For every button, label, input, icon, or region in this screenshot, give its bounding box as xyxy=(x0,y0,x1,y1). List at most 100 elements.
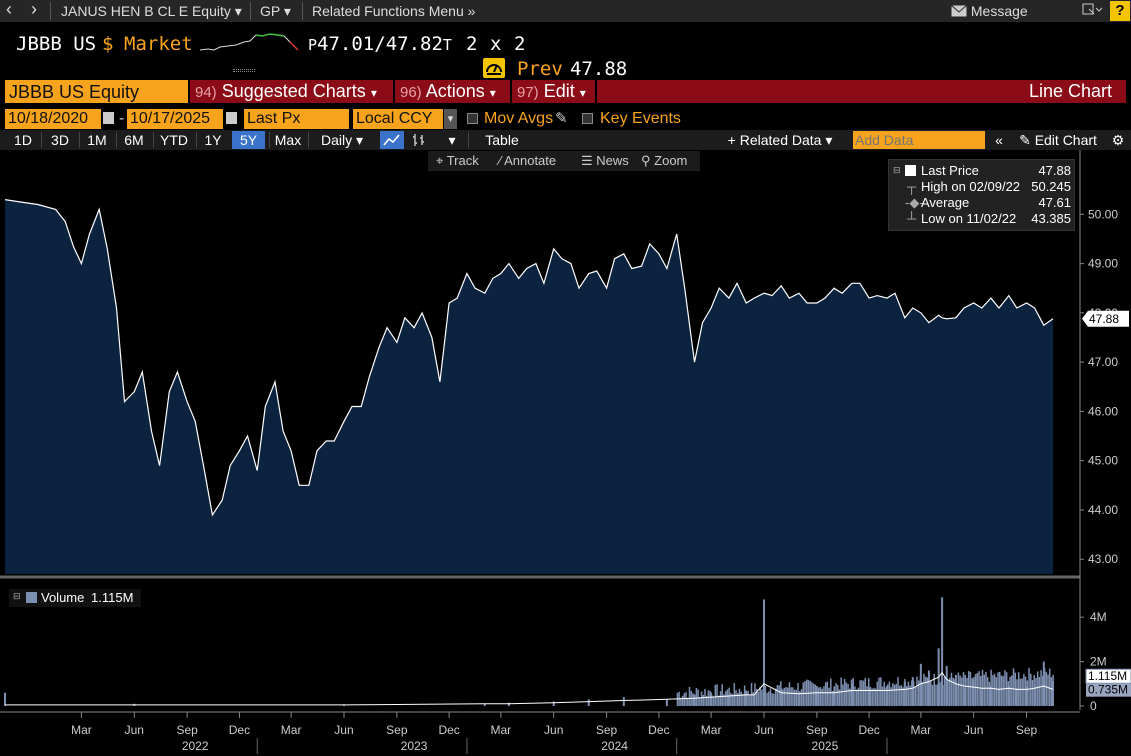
volume-bar xyxy=(947,679,949,706)
chart-type-label[interactable]: Line Chart xyxy=(1029,81,1113,101)
window-menu-button[interactable] xyxy=(1082,3,1104,20)
volume-bar xyxy=(712,696,715,706)
divider xyxy=(41,132,42,148)
x-year-label: 2024 xyxy=(601,739,628,753)
gear-icon[interactable]: ⚙ xyxy=(1111,132,1125,148)
collapse-icon[interactable]: « xyxy=(995,132,1003,148)
volume-bar xyxy=(726,689,729,706)
range-5y[interactable]: 5Y xyxy=(232,131,265,149)
chevron-down-icon[interactable]: ▾ xyxy=(444,109,457,129)
volume-bar xyxy=(986,677,989,706)
security-field[interactable]: JBBB US Equity xyxy=(5,80,188,103)
volume-bar xyxy=(945,679,948,706)
volume-value: 1.115M xyxy=(91,590,134,605)
volume-bar xyxy=(824,682,827,706)
volume-bar xyxy=(1021,678,1023,706)
volume-bar xyxy=(914,686,917,706)
volume-y-tick-label: 4M xyxy=(1090,610,1107,624)
drag-handle[interactable] xyxy=(233,69,255,72)
volume-average-tag-label: 0.735M xyxy=(1088,683,1128,697)
volume-bar[interactable] xyxy=(507,702,510,706)
volume-bar xyxy=(736,693,739,706)
pen-icon: ∕ xyxy=(499,153,502,168)
zoom-tool[interactable]: ⚲ Zoom xyxy=(641,153,687,169)
edit-chart-button[interactable]: ✎ Edit Chart xyxy=(1013,131,1103,149)
frequency-menu[interactable]: Daily ▾ xyxy=(312,131,372,149)
volume-bar xyxy=(883,681,886,706)
legend-last-price[interactable]: ⊟ Last Price 47.88 xyxy=(893,163,1071,179)
volume-bar xyxy=(699,697,701,706)
volume-bar xyxy=(878,677,880,706)
range-toolbar: 1D 3D 1M 6M YTD 1Y 5Y Max Daily ▾ ▾ Tabl… xyxy=(0,130,1131,150)
volume-bar[interactable] xyxy=(587,699,590,706)
key-events-label[interactable]: Key Events xyxy=(600,110,681,127)
volume-legend[interactable]: ⊟ Volume 1.115M xyxy=(9,589,141,607)
volume-bar xyxy=(907,681,910,706)
volume-bar xyxy=(871,688,873,706)
chart-type-menu[interactable]: ▾ xyxy=(440,131,464,149)
mov-avgs-checkbox[interactable] xyxy=(467,113,478,124)
high-value: 50.245 xyxy=(1031,179,1071,194)
range-3d[interactable]: 3D xyxy=(51,132,69,148)
volume-bar[interactable] xyxy=(4,692,6,706)
related-functions-menu[interactable]: Related Functions Menu » xyxy=(312,3,475,19)
bar-chart-icon[interactable] xyxy=(408,131,430,149)
end-date-field[interactable]: 10/17/2025 xyxy=(127,109,223,129)
volume-bar xyxy=(959,675,961,706)
price-volume-chart[interactable]: 43.0044.0045.0046.0047.0048.0049.0050.00… xyxy=(0,150,1131,756)
related-data-menu[interactable]: + Related Data ▾ xyxy=(721,131,839,149)
security-menu[interactable]: JANUS HEN B CL E Equity ▾ xyxy=(61,3,242,20)
price-line[interactable] xyxy=(4,199,1054,517)
volume-bar xyxy=(814,684,817,706)
calendar-icon[interactable] xyxy=(226,112,237,124)
annotate-tool[interactable]: ∕ Annotate xyxy=(499,153,556,168)
volume-bar[interactable] xyxy=(665,699,668,706)
volume-bar xyxy=(1030,673,1032,706)
y-tick-label: 47.00 xyxy=(1088,355,1118,369)
help-button[interactable]: ? xyxy=(1110,1,1130,21)
field-selector[interactable]: Last Px xyxy=(244,109,349,129)
mov-avgs-label[interactable]: Mov Avgs xyxy=(484,110,554,127)
envelope-icon xyxy=(951,5,967,17)
add-data-input[interactable] xyxy=(853,131,985,149)
volume-bar[interactable] xyxy=(342,704,345,706)
range-6m[interactable]: 6M xyxy=(124,132,144,148)
volume-bar xyxy=(842,684,844,706)
edit-menu[interactable]: 97) Edit ▾ xyxy=(517,81,586,102)
range-ytd[interactable]: YTD xyxy=(160,132,188,148)
news-tool[interactable]: ☰ News xyxy=(581,153,629,169)
calendar-icon[interactable] xyxy=(103,112,114,124)
range-1m[interactable]: 1M xyxy=(87,132,107,148)
volume-bar[interactable] xyxy=(483,703,486,706)
volume-bar xyxy=(909,685,911,706)
volume-bar[interactable] xyxy=(941,597,944,706)
x-tick-label: Dec xyxy=(858,723,879,737)
divider xyxy=(50,2,51,20)
pencil-icon[interactable]: ✎ xyxy=(555,110,568,127)
range-1y[interactable]: 1Y xyxy=(204,132,222,148)
range-1d[interactable]: 1D xyxy=(14,132,32,148)
key-events-checkbox[interactable] xyxy=(582,113,593,124)
volume-bar xyxy=(788,682,791,706)
volume-bar xyxy=(911,680,913,706)
forward-icon[interactable]: › xyxy=(31,0,37,19)
volume-bar[interactable] xyxy=(622,697,625,706)
range-max[interactable]: Max xyxy=(274,132,302,148)
start-date-field[interactable]: 10/18/2020 xyxy=(5,109,101,129)
actions-menu[interactable]: 96) Actions ▾ xyxy=(400,81,496,102)
chart-tools: ⌖ Track ∕ Annotate ☰ News ⚲ Zoom xyxy=(428,151,700,171)
currency-selector[interactable]: Local CCY xyxy=(353,109,443,129)
message-button[interactable]: Message xyxy=(951,3,1028,19)
track-tool[interactable]: ⌖ Track xyxy=(436,153,479,169)
suggested-charts-menu[interactable]: 94) Suggested Charts ▾ xyxy=(195,81,377,102)
volume-bar[interactable] xyxy=(552,701,555,706)
line-chart-icon[interactable] xyxy=(380,131,404,149)
back-icon[interactable]: ‹ xyxy=(6,0,12,19)
function-menu[interactable]: GP ▾ xyxy=(260,3,291,20)
volume-bar xyxy=(905,686,908,706)
table-button[interactable]: Table xyxy=(485,132,519,148)
volume-bar[interactable] xyxy=(762,599,765,706)
x-tick-label: Mar xyxy=(281,723,302,737)
volume-bar xyxy=(735,690,737,706)
volume-bar xyxy=(876,681,879,706)
